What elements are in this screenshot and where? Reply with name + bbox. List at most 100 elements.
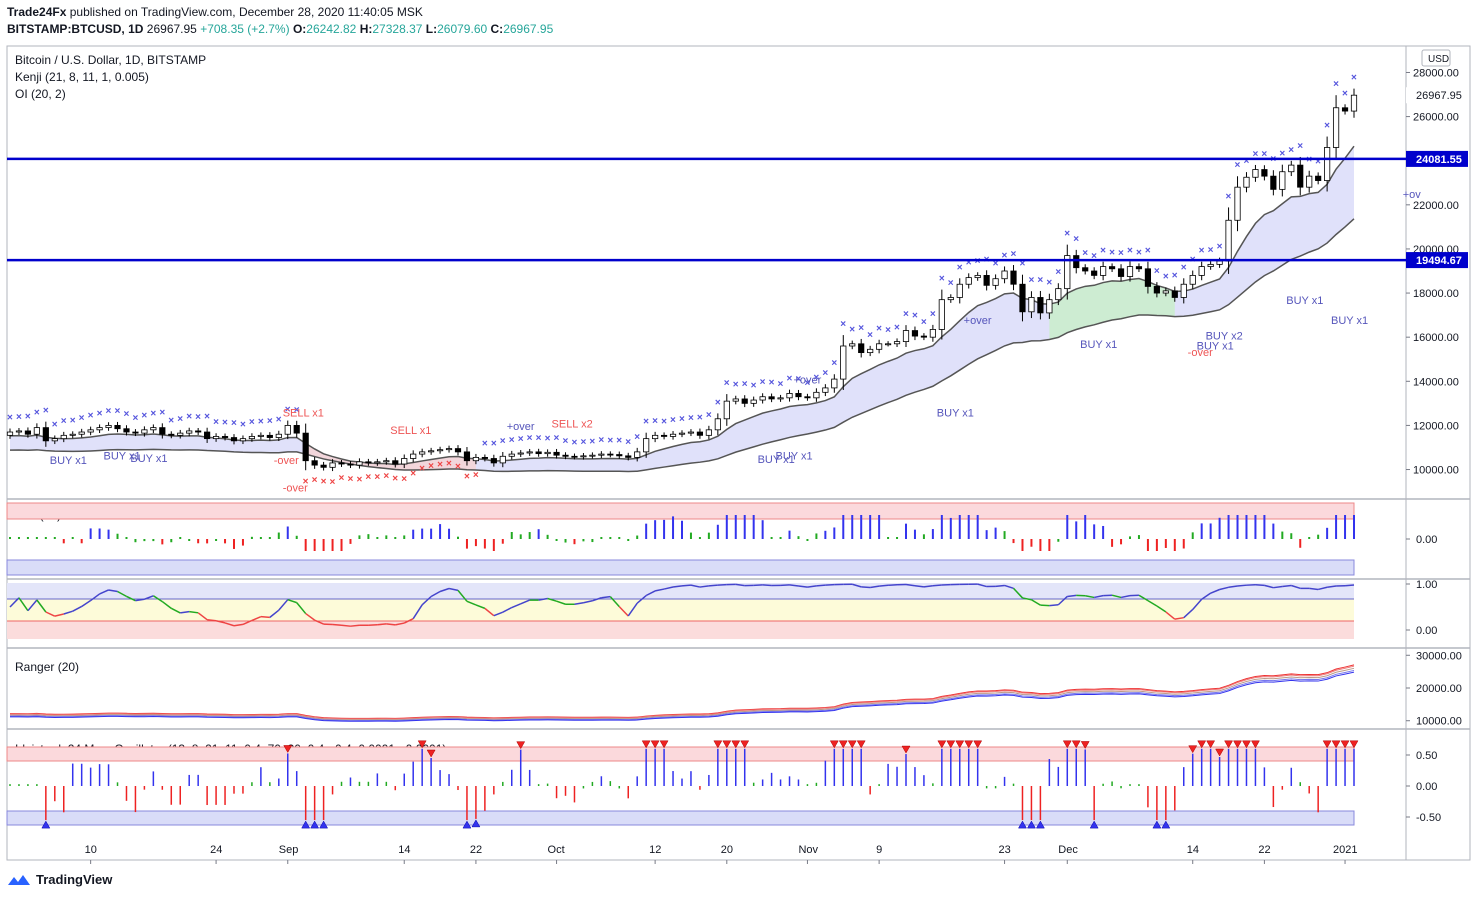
tdi-line-segment	[1237, 584, 1247, 587]
tdi-line-segment	[377, 623, 387, 626]
tdi-line-segment	[260, 615, 270, 619]
ranger-tick-label: 30000.00	[1416, 650, 1462, 662]
tdi-line-segment	[287, 598, 297, 604]
signal-marker: ×	[347, 474, 353, 485]
msi-lower-band	[6, 559, 1355, 576]
signal-marker: ×	[634, 432, 640, 443]
signal-marker: ×	[428, 461, 434, 472]
tdi-line-segment	[1138, 594, 1149, 602]
open-value: 26242.82	[306, 22, 357, 36]
signal-marker: ×	[813, 372, 819, 383]
time-tick-label: 24	[210, 844, 222, 856]
mega-sell-triangle	[1224, 740, 1233, 749]
signal-marker: ×	[159, 407, 165, 418]
signal-marker: ×	[16, 412, 22, 423]
pane-title-ranger: Ranger (20)	[15, 660, 79, 674]
candle	[392, 460, 399, 465]
candle	[1073, 255, 1080, 269]
price-tick-label: 28000.00	[1413, 67, 1459, 79]
tdi-line-segment	[9, 597, 20, 608]
mega-sell-triangle	[713, 740, 723, 749]
signal-marker: ×	[61, 416, 67, 427]
tdi-line-segment	[412, 604, 423, 620]
candle	[42, 427, 49, 442]
tdi-line-segment	[1174, 616, 1184, 620]
mega-sell-triangle	[1233, 740, 1242, 749]
candle	[1064, 255, 1071, 290]
tdi-line-segment	[170, 607, 181, 614]
signal-marker: ×	[258, 416, 264, 427]
signal-marker: ×	[527, 433, 533, 444]
tdi-line-segment	[421, 595, 432, 606]
signal-marker: ×	[921, 317, 927, 328]
ranger-line	[9, 669, 1355, 722]
tdi-line-segment	[242, 619, 253, 626]
signal-annotation: BUY x1	[1080, 339, 1117, 351]
candle	[553, 451, 560, 456]
time-tick-label: 2021	[1333, 844, 1357, 856]
signal-annotation: +over	[507, 421, 535, 433]
tdi-mid-zone	[7, 599, 1354, 621]
candle	[204, 431, 211, 440]
signal-marker: ×	[1073, 234, 1079, 245]
candle	[678, 432, 686, 435]
signal-marker: ×	[1315, 156, 1321, 167]
mega-sell-triangle	[1071, 740, 1081, 749]
candle	[499, 455, 506, 464]
tdi-line-segment	[18, 597, 29, 612]
signal-marker: ×	[1243, 156, 1249, 167]
signal-marker: ×	[554, 433, 560, 444]
candle	[580, 455, 587, 458]
tdi-line-segment	[690, 584, 701, 588]
tdi-line-segment	[403, 618, 414, 624]
tdi-line-segment	[27, 599, 38, 612]
h-label: H:	[359, 22, 373, 36]
signal-marker: ×	[1037, 275, 1043, 286]
mega-sell-triangle	[937, 740, 947, 749]
kenji-slow-line	[9, 218, 1355, 473]
tdi-line-segment	[108, 589, 118, 593]
signal-marker: ×	[1002, 250, 1008, 261]
tdi-line-segment	[1085, 595, 1095, 599]
signal-marker: ×	[482, 438, 488, 449]
candle	[777, 397, 784, 400]
signal-marker: ×	[625, 437, 631, 448]
tdi-line-segment	[574, 602, 584, 605]
tdi-line-segment	[99, 589, 109, 595]
legend-title: Bitcoin / U.S. Dollar, 1D, BITSTAMP	[15, 53, 206, 67]
signal-marker: ×	[303, 476, 309, 487]
tdi-line-segment	[1022, 597, 1032, 601]
mega-buy-triangle	[1161, 820, 1171, 829]
tdi-line-segment	[645, 590, 656, 597]
tdi-line-segment	[161, 600, 172, 609]
signal-marker: ×	[509, 435, 515, 446]
candle	[652, 434, 659, 440]
signal-marker: ×	[106, 406, 112, 417]
tdi-line-segment	[493, 611, 504, 617]
candle	[96, 427, 103, 431]
tdi-line-segment	[861, 586, 871, 589]
signal-marker: ×	[706, 410, 712, 421]
candle	[1252, 169, 1259, 178]
ranger-tick-label: 10000.00	[1416, 716, 1462, 728]
tdi-line-segment	[1156, 605, 1167, 613]
legend-oi: OI (20, 2)	[15, 87, 66, 101]
signal-annotation: BUY x1	[1331, 315, 1368, 327]
time-tick-label: 10	[85, 844, 97, 856]
mega-sell-triangle	[829, 740, 839, 749]
candle	[517, 452, 524, 455]
tdi-line-segment	[520, 599, 530, 605]
candle	[1288, 164, 1295, 173]
tdi-line-segment	[251, 615, 262, 622]
candle	[33, 427, 40, 435]
currency-badge-label: USD	[1428, 54, 1449, 65]
signal-annotation: BUY x1	[50, 455, 87, 467]
signal-marker: ×	[43, 406, 49, 417]
candle	[1082, 267, 1089, 272]
mega-upper-band	[6, 746, 1355, 762]
candle	[544, 451, 551, 455]
signal-marker: ×	[894, 322, 900, 333]
signal-marker: ×	[1064, 229, 1070, 240]
tdi-line-segment	[1147, 599, 1158, 607]
